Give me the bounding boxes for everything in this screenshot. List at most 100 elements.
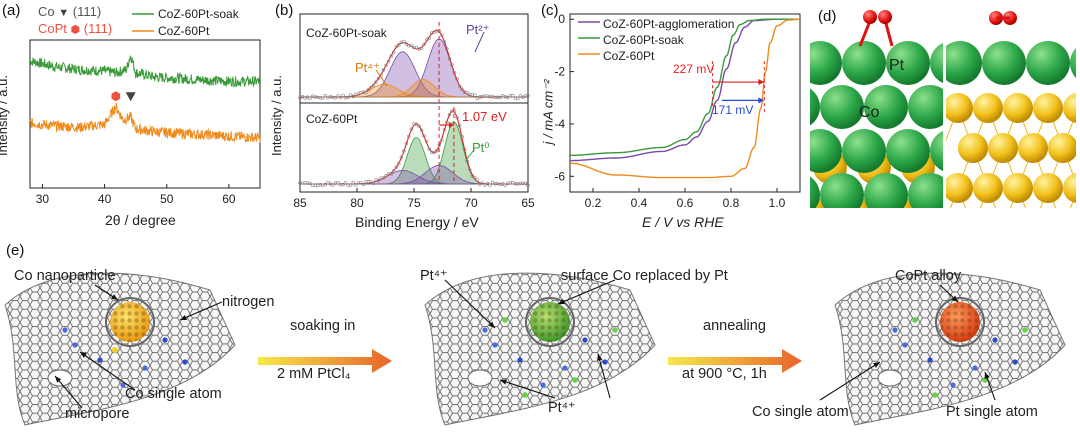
- nitrogen-atom: [482, 327, 488, 333]
- nitrogen-atom: [540, 382, 546, 388]
- co-atom: [946, 173, 973, 203]
- xps-data-point: [364, 90, 368, 95]
- xps-data-point: [371, 83, 376, 88]
- hexagon-icon: ⬢: [70, 24, 81, 36]
- xps-data-point: [407, 134, 411, 139]
- atom-label-pt: Pt: [889, 57, 905, 74]
- xps-data-point: [353, 183, 358, 187]
- graphene-lattice: [5, 273, 235, 425]
- arrow-head-icon: [55, 376, 62, 383]
- xps-data-point: [369, 85, 373, 90]
- pt-atom: [930, 42, 943, 84]
- xps-data-point: [506, 95, 510, 100]
- xps-top-sample: CoZ-60Pt-soak: [306, 26, 387, 40]
- xps-data-point: [450, 63, 454, 67]
- xps-data-point: [381, 68, 386, 72]
- pt-atom: [864, 85, 908, 129]
- xps-data-point: [470, 174, 475, 178]
- orr-legend-soak: CoZ-60Pt-soak: [603, 33, 684, 47]
- co-atom: [973, 93, 1003, 123]
- pt-atom: [820, 173, 864, 208]
- nitrogen-atom: [950, 382, 956, 388]
- xps-data-point: [369, 180, 373, 184]
- xps-data-point: [397, 162, 401, 166]
- arrow-head-icon: [951, 295, 958, 302]
- graphene-lattice: [425, 273, 655, 425]
- xps-bottom-sample: CoZ-60Pt: [306, 112, 358, 126]
- xps-data-point: [440, 33, 444, 37]
- nitrogen-atom: [1012, 359, 1018, 365]
- pointer-co-single-atom-2: [819, 361, 881, 401]
- xps-data-point: [465, 159, 469, 163]
- pointer-pt4-bottom-2: [597, 353, 611, 399]
- pt-atom: [1070, 47, 1076, 79]
- xps-data-point: [389, 54, 393, 58]
- xps-data-point: [445, 46, 449, 51]
- xps-data-point: [414, 122, 419, 127]
- orr-xtick-label: 1.0: [769, 196, 786, 210]
- xps-data-point: [326, 96, 330, 100]
- nitrogen-atom: [97, 357, 103, 363]
- pt-atom: [930, 130, 943, 172]
- co-atom: [1003, 93, 1033, 123]
- co-atom: [1063, 173, 1076, 203]
- co-atom: [988, 133, 1018, 163]
- xps-data-point: [338, 95, 343, 100]
- panel-b-label: (b): [275, 2, 294, 19]
- xps-data-point: [361, 182, 366, 187]
- xps-data-point: [391, 169, 396, 173]
- xps-ylabel: Intensity / a.u.: [268, 75, 284, 156]
- pt-atom: [572, 377, 578, 383]
- xps-data-point: [389, 172, 393, 176]
- graphene-sheet-2: [424, 272, 656, 426]
- pt-atom: [522, 392, 528, 398]
- xps-data-point: [371, 181, 376, 186]
- panel-d-label: (d): [818, 8, 837, 25]
- xrd-series-soak: [29, 55, 261, 88]
- xrd-legend-copt-peak: (111): [83, 21, 113, 36]
- pt-atom: [1026, 41, 1070, 85]
- nitrogen-atom: [120, 382, 126, 388]
- xps-data-point: [463, 148, 467, 152]
- arrow-head-icon: [488, 321, 495, 328]
- xps-data-point: [323, 182, 327, 187]
- label-co-single-atom-1: Co single atom: [125, 386, 222, 402]
- graphene-sheet-1: [4, 272, 236, 426]
- xrd-legend-soak: CoZ-60Pt-soak: [158, 7, 239, 21]
- xps-data-point: [348, 183, 353, 187]
- xps-data-point: [452, 109, 457, 113]
- xps-data-point: [422, 42, 426, 46]
- xps-data-point: [425, 37, 429, 42]
- xps-pt4-pointer: [375, 69, 388, 87]
- co-atom: [1048, 133, 1076, 163]
- label-nitrogen: nitrogen: [222, 294, 275, 310]
- pt-atom: [982, 377, 988, 383]
- carbon-shell: [105, 297, 155, 347]
- pointer-surface-replaced: [557, 279, 616, 305]
- xrd-xtick-label: 50: [160, 192, 174, 206]
- arrow-head-icon: [180, 315, 187, 320]
- xps-data-point: [404, 141, 409, 146]
- xps-data-point: [465, 90, 469, 95]
- panel-c-label: (c): [541, 2, 559, 19]
- co-atom: [1003, 173, 1033, 203]
- xps-xtick-label: 85: [293, 196, 307, 210]
- pt-atom: [842, 129, 886, 173]
- xps-data-point: [336, 94, 340, 98]
- orr-xlabel: E / V vs RHE: [642, 214, 724, 230]
- panel-e-label: (e): [6, 242, 25, 259]
- xps-data-point: [341, 182, 345, 187]
- pt-atom: [932, 392, 938, 398]
- label-pt-single-atom: Pt single atom: [946, 404, 1038, 420]
- arrow-head-icon: [758, 79, 765, 86]
- xps-data-point: [376, 76, 381, 81]
- nitrogen-atom: [142, 365, 148, 371]
- pt-atom: [908, 85, 943, 129]
- carbon-shell: [525, 297, 575, 347]
- xps-data-point: [409, 127, 414, 131]
- xps-data-point: [394, 44, 399, 49]
- graphene-lattice: [835, 273, 1065, 425]
- pointer-pt4-bottom: [499, 379, 556, 399]
- xps-data-point: [397, 43, 401, 47]
- xrd-legend-co: Co ▼ (111): [38, 4, 101, 19]
